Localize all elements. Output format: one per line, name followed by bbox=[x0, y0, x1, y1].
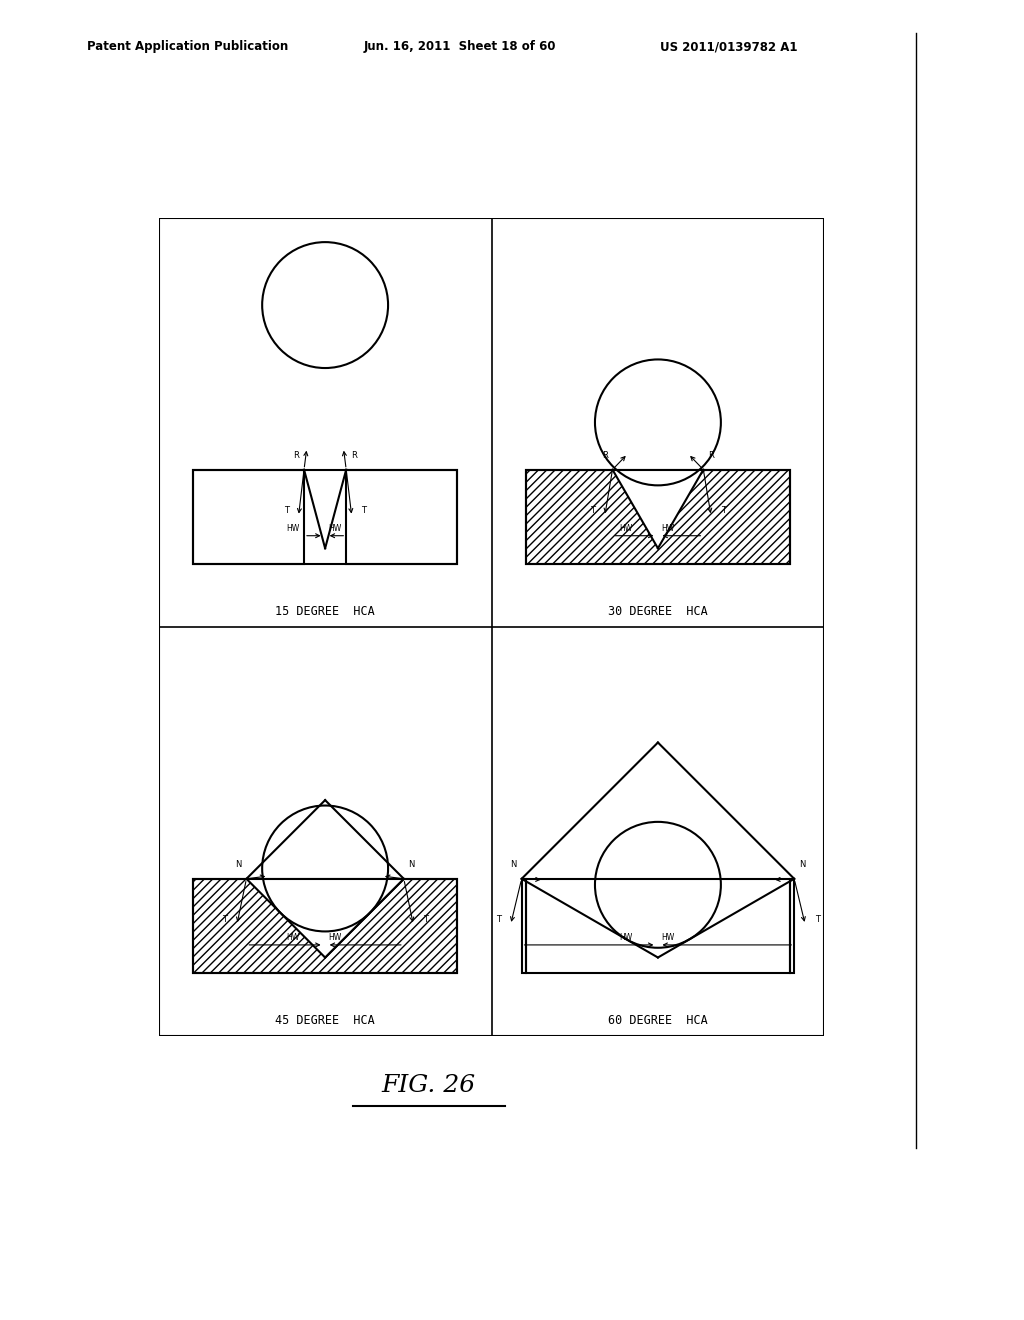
Polygon shape bbox=[247, 879, 403, 957]
Text: T: T bbox=[590, 506, 595, 515]
Bar bbox=[193, 879, 458, 973]
Text: Jun. 16, 2011  Sheet 18 of 60: Jun. 16, 2011 Sheet 18 of 60 bbox=[364, 40, 556, 53]
Text: Patent Application Publication: Patent Application Publication bbox=[87, 40, 289, 53]
Text: HW: HW bbox=[287, 933, 300, 942]
Text: 15 DEGREE  HCA: 15 DEGREE HCA bbox=[275, 605, 375, 618]
Text: HW: HW bbox=[329, 933, 342, 942]
Text: N: N bbox=[799, 861, 805, 870]
Bar bbox=[521, 879, 525, 973]
Bar bbox=[346, 470, 458, 564]
Polygon shape bbox=[286, 919, 326, 957]
Text: HW: HW bbox=[620, 933, 633, 942]
Text: R: R bbox=[294, 451, 299, 461]
Text: R: R bbox=[708, 451, 714, 461]
Text: N: N bbox=[511, 861, 517, 870]
Polygon shape bbox=[326, 919, 365, 957]
Text: R: R bbox=[602, 451, 608, 461]
Text: T: T bbox=[815, 915, 819, 924]
Text: HW: HW bbox=[662, 933, 675, 942]
Bar bbox=[525, 879, 791, 973]
Text: 30 DEGREE  HCA: 30 DEGREE HCA bbox=[608, 605, 708, 618]
Text: T: T bbox=[222, 915, 227, 924]
Text: R: R bbox=[351, 451, 356, 461]
Text: T: T bbox=[423, 915, 428, 924]
Text: T: T bbox=[721, 506, 726, 515]
Text: HW: HW bbox=[287, 524, 300, 533]
Text: T: T bbox=[497, 915, 501, 924]
Text: 45 DEGREE  HCA: 45 DEGREE HCA bbox=[275, 1014, 375, 1027]
Text: HW: HW bbox=[329, 524, 342, 533]
Text: T: T bbox=[284, 507, 289, 515]
Text: N: N bbox=[409, 861, 415, 870]
Bar bbox=[525, 470, 791, 564]
Bar bbox=[193, 470, 458, 564]
Text: HW: HW bbox=[662, 524, 675, 533]
Polygon shape bbox=[612, 470, 703, 548]
Text: US 2011/0139782 A1: US 2011/0139782 A1 bbox=[660, 40, 798, 53]
Text: FIG. 26: FIG. 26 bbox=[381, 1073, 475, 1097]
Bar bbox=[193, 879, 458, 973]
Text: 60 DEGREE  HCA: 60 DEGREE HCA bbox=[608, 1014, 708, 1027]
Bar bbox=[525, 470, 791, 564]
Bar bbox=[193, 470, 304, 564]
Text: HW: HW bbox=[620, 524, 633, 533]
Bar bbox=[791, 879, 795, 973]
Text: T: T bbox=[361, 507, 367, 515]
Text: N: N bbox=[236, 861, 242, 870]
